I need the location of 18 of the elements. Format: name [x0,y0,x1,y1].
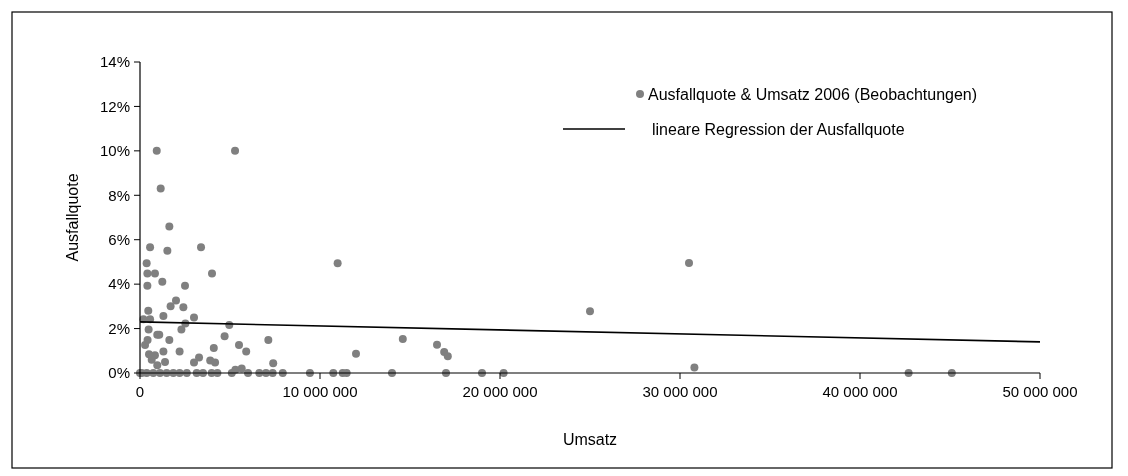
y-tick-label: 12% [99,97,130,115]
x-tick-label: 30 000 000 [642,383,718,400]
x-tick-label: 20 000 000 [462,383,538,400]
y-tick-label: 8% [108,186,130,204]
y-tick-label: 2% [108,319,130,337]
y-tick-label: 0% [108,364,130,382]
y-tick-label: 4% [108,275,130,293]
x-axis-title: Umsatz [562,431,618,448]
legend-label: lineare Regression der Ausfallquote [652,120,905,138]
x-tick-label: 40 000 000 [822,383,898,400]
legend-label: Ausfallquote & Umsatz 2006 (Beobachtungen) [648,85,978,103]
y-axis-title: Ausfallquote [64,173,81,262]
y-tick-label: 10% [99,142,130,160]
x-tick-label: 0 [135,383,145,400]
y-tick-label: 14% [99,53,130,71]
y-tick-label: 6% [108,230,130,248]
x-tick-label: 50 000 000 [1002,383,1078,400]
x-tick-label: 10 000 000 [282,383,358,400]
